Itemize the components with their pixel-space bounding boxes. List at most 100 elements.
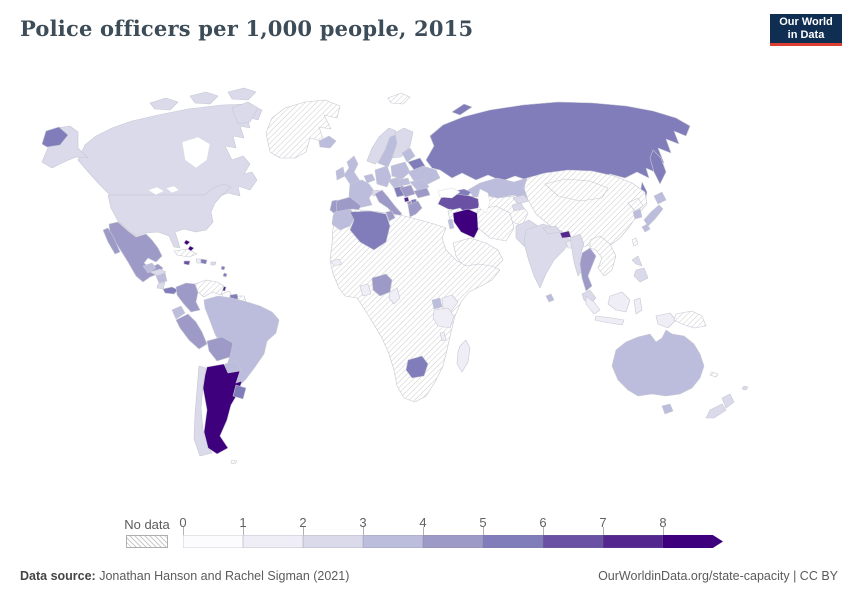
country-finland[interactable] — [391, 127, 414, 159]
legend-segment-0-1[interactable] — [183, 535, 243, 548]
country-australia-tasmania[interactable] — [661, 403, 674, 415]
country-guatemala[interactable] — [142, 262, 157, 274]
country-montenegro[interactable] — [403, 196, 410, 203]
country-italy[interactable] — [374, 189, 403, 219]
country-canada[interactable] — [77, 103, 263, 199]
legend-color-scale[interactable] — [183, 535, 723, 548]
country-greenland[interactable] — [265, 99, 341, 159]
country-thailand[interactable] — [579, 247, 597, 292]
country-indonesia-borneo[interactable] — [607, 291, 631, 313]
country-tajikistan[interactable] — [511, 202, 525, 212]
country-turkey[interactable] — [437, 193, 482, 212]
country-indonesia-sulawesi[interactable] — [633, 297, 643, 315]
country-algeria[interactable] — [349, 210, 391, 251]
country-uganda[interactable] — [431, 297, 443, 310]
legend-segment-3-4[interactable] — [363, 535, 423, 548]
country-south-korea[interactable] — [632, 208, 643, 220]
country-bolivia[interactable] — [206, 336, 234, 362]
country-senegal[interactable] — [330, 258, 343, 267]
country-greece[interactable] — [407, 200, 423, 218]
country-fiji[interactable] — [741, 385, 749, 391]
country-russia-novaya-zemlya[interactable] — [451, 103, 473, 116]
country-ecuador[interactable] — [171, 305, 186, 320]
country-canada-island[interactable] — [149, 97, 179, 111]
country-svalbard[interactable] — [387, 92, 411, 105]
country-germany[interactable] — [374, 165, 392, 188]
country-iceland[interactable] — [318, 135, 337, 149]
country-cuba[interactable] — [173, 248, 198, 258]
country-tanzania[interactable] — [432, 307, 455, 329]
country-taiwan[interactable] — [631, 237, 639, 247]
country-new-zealand[interactable] — [721, 393, 735, 409]
country-usa[interactable] — [107, 183, 232, 249]
country-baltics[interactable] — [401, 147, 416, 163]
country-panama[interactable] — [162, 286, 179, 295]
country-mongolia[interactable] — [544, 178, 609, 202]
country-bahamas[interactable] — [183, 239, 191, 246]
country-canada-island[interactable] — [227, 87, 257, 101]
country-new-zealand[interactable] — [705, 403, 727, 419]
country-indonesia-sumatra[interactable] — [585, 295, 601, 315]
country-iraq[interactable] — [452, 208, 481, 239]
country-papua-new-guinea[interactable] — [673, 310, 707, 329]
country-argentina[interactable] — [202, 363, 243, 455]
country-united-kingdom[interactable] — [343, 155, 361, 185]
country-dominican-republic[interactable] — [200, 258, 208, 265]
country-japan-honshu[interactable] — [643, 204, 664, 227]
country-haiti[interactable] — [195, 258, 202, 264]
country-russia-chukotka[interactable] — [41, 126, 69, 148]
country-russia[interactable] — [425, 101, 691, 182]
country-bhutan[interactable] — [559, 230, 572, 239]
owid-logo[interactable]: Our World in Data — [770, 14, 842, 46]
country-jamaica[interactable] — [183, 260, 191, 266]
country-philippines[interactable] — [633, 267, 649, 283]
legend-segment-5-6[interactable] — [483, 535, 543, 548]
country-norway[interactable] — [366, 127, 397, 165]
country-morocco[interactable] — [331, 208, 357, 231]
country-botswana[interactable] — [405, 355, 429, 379]
country-hungary[interactable] — [397, 177, 411, 187]
country-uruguay[interactable] — [232, 384, 247, 400]
attribution-link[interactable]: OurWorldinData.org/state-capacity | CC B… — [598, 569, 838, 583]
legend-segment-8-plus[interactable] — [663, 535, 723, 548]
legend-segment-2-3[interactable] — [303, 535, 363, 548]
indochina-no-data-region[interactable] — [589, 235, 617, 277]
country-ghana[interactable] — [359, 283, 372, 297]
country-sri-lanka[interactable] — [545, 293, 555, 303]
country-cameroon[interactable] — [388, 287, 401, 305]
country-japan-kyushu[interactable] — [641, 223, 651, 233]
legend-segment-4-5[interactable] — [423, 535, 483, 548]
country-venezuela[interactable] — [194, 279, 225, 298]
country-iran[interactable] — [476, 205, 515, 242]
country-russia-kamchatka[interactable] — [649, 149, 667, 185]
country-honduras[interactable] — [149, 268, 167, 277]
legend-segment-6-7[interactable] — [543, 535, 603, 548]
country-canada-island[interactable] — [189, 91, 219, 105]
country-canada-baffin[interactable] — [231, 101, 259, 125]
country-falklands[interactable] — [230, 459, 238, 465]
legend-segment-7-8[interactable] — [603, 535, 663, 548]
country-peru[interactable] — [175, 313, 208, 350]
country-ireland[interactable] — [335, 166, 346, 181]
country-australia[interactable] — [611, 329, 705, 397]
country-nepal[interactable] — [542, 225, 561, 235]
country-bulgaria[interactable] — [413, 187, 431, 199]
country-mexico-baja[interactable] — [102, 227, 121, 255]
country-poland[interactable] — [390, 161, 411, 180]
country-puerto-rico[interactable] — [210, 261, 217, 266]
country-indonesia-papua[interactable] — [655, 312, 677, 329]
country-indonesia-java[interactable] — [594, 315, 625, 326]
country-japan-hokkaido[interactable] — [653, 191, 667, 205]
country-costa-rica[interactable] — [156, 281, 166, 290]
legend-segment-1-2[interactable] — [243, 535, 303, 548]
country-bahamas[interactable] — [187, 245, 195, 252]
africa-no-data-region[interactable] — [329, 208, 501, 403]
country-north-korea[interactable] — [627, 197, 644, 212]
country-lesser-antilles[interactable] — [220, 265, 226, 271]
country-philippines[interactable] — [631, 255, 643, 267]
legend-no-data-swatch[interactable] — [126, 535, 168, 548]
country-serbia[interactable] — [399, 184, 416, 198]
country-romania[interactable] — [409, 178, 430, 192]
country-netherlands[interactable] — [363, 173, 376, 184]
country-madagascar[interactable] — [456, 339, 471, 373]
